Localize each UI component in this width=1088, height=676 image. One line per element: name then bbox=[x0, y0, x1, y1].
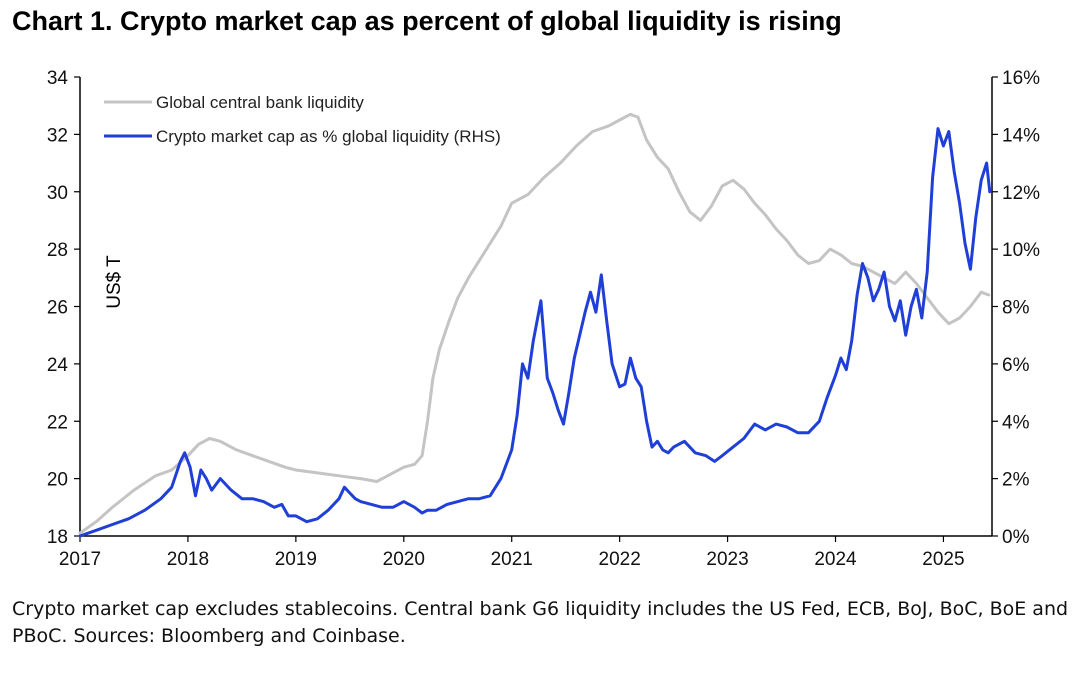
chart-footnote: Crypto market cap excludes stablecoins. … bbox=[12, 598, 1069, 647]
y-tick-label-left: 20 bbox=[47, 470, 68, 491]
x-tick-label: 2024 bbox=[814, 549, 857, 570]
y-tick-label-left: 32 bbox=[47, 125, 68, 146]
y-tick-label-left: 22 bbox=[47, 412, 68, 433]
y-tick-label-left: 30 bbox=[47, 183, 68, 204]
x-tick-label: 2025 bbox=[922, 549, 964, 570]
y-tick-label-left: 24 bbox=[47, 355, 69, 376]
chart: 1820222426283032340%2%4%6%8%10%12%14%16%… bbox=[47, 68, 1040, 570]
series-group bbox=[78, 112, 992, 538]
y-axis-label: US$ T bbox=[104, 255, 125, 309]
x-tick-label: 2022 bbox=[599, 549, 641, 570]
x-tick-label: 2020 bbox=[383, 549, 425, 570]
x-tick-label: 2017 bbox=[59, 549, 101, 570]
y-tick-label-right: 14% bbox=[1002, 125, 1040, 146]
x-tick-label: 2021 bbox=[491, 549, 533, 570]
y-tick-label-right: 2% bbox=[1002, 470, 1030, 491]
axes: 1820222426283032340%2%4%6%8%10%12%14%16%… bbox=[47, 68, 1040, 570]
x-tick-label: 2019 bbox=[275, 549, 317, 570]
chart-title: Chart 1. Crypto market cap as percent of… bbox=[12, 6, 842, 36]
y-tick-label-right: 0% bbox=[1002, 527, 1030, 548]
legend: Global central bank liquidity Crypto mar… bbox=[104, 93, 501, 146]
y-tick-label-right: 8% bbox=[1002, 298, 1030, 319]
series-line-liquidity bbox=[78, 112, 991, 535]
series-line-crypto bbox=[78, 127, 992, 538]
legend-label-liquidity: Global central bank liquidity bbox=[156, 93, 364, 112]
y-tick-label-right: 12% bbox=[1002, 183, 1040, 204]
y-tick-label-left: 34 bbox=[47, 68, 69, 89]
x-tick-label: 2023 bbox=[706, 549, 748, 570]
y-tick-label-right: 10% bbox=[1002, 240, 1040, 261]
y-tick-label-left: 26 bbox=[47, 298, 68, 319]
y-tick-label-right: 4% bbox=[1002, 412, 1030, 433]
y-tick-label-left: 18 bbox=[47, 527, 68, 548]
y-tick-label-left: 28 bbox=[47, 240, 68, 261]
x-tick-label: 2018 bbox=[167, 549, 209, 570]
legend-label-crypto: Crypto market cap as % global liquidity … bbox=[156, 127, 501, 146]
y-tick-label-right: 16% bbox=[1002, 68, 1040, 89]
y-tick-label-right: 6% bbox=[1002, 355, 1030, 376]
